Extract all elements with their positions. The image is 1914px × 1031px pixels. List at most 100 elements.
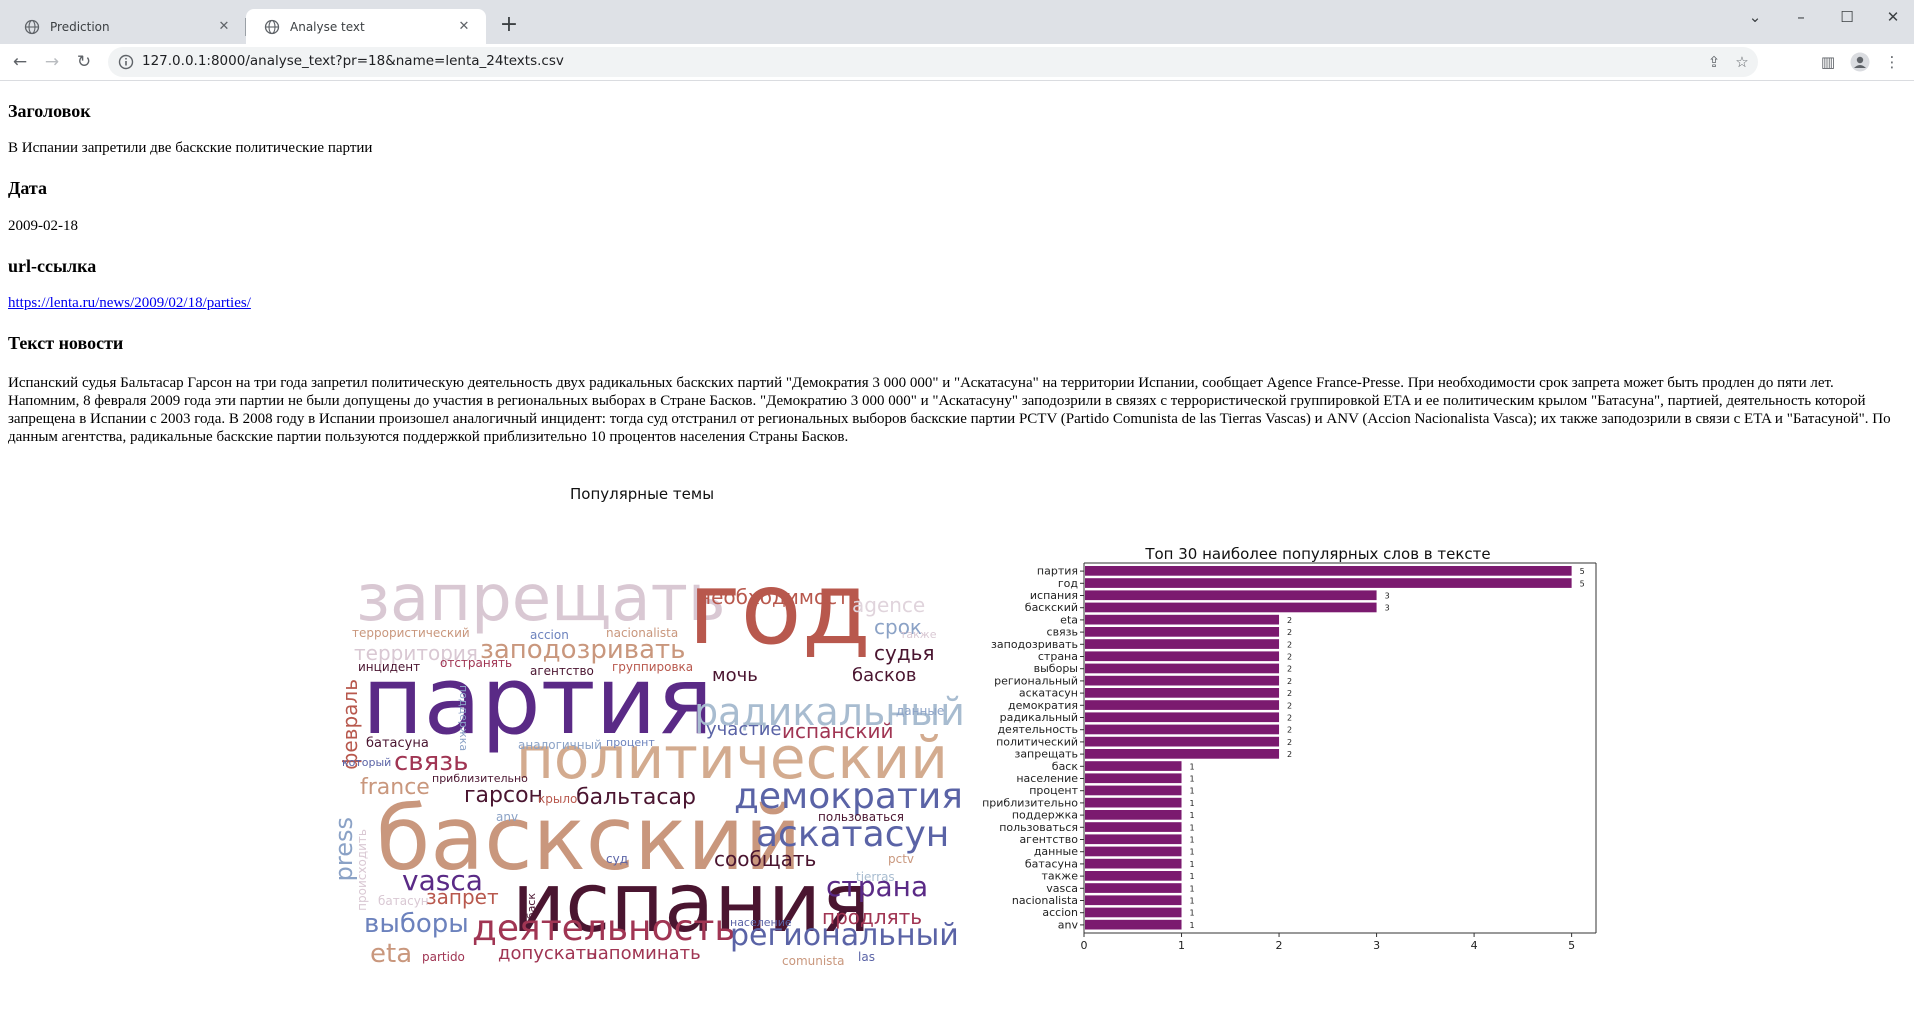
chart-bar bbox=[1085, 749, 1280, 759]
chart-bar bbox=[1085, 834, 1182, 845]
x-tick-label: 3 bbox=[1373, 939, 1380, 952]
chart-value-label: 1 bbox=[1190, 872, 1195, 881]
wordcloud-word: anv bbox=[496, 810, 519, 824]
tab-title: Prediction bbox=[50, 19, 110, 34]
x-tick-label: 0 bbox=[1081, 939, 1088, 952]
wordcloud-title: Популярные темы bbox=[570, 485, 715, 503]
chart-bar bbox=[1085, 627, 1280, 637]
wordcloud-word: группировка bbox=[612, 660, 694, 674]
chart-value-label: 5 bbox=[1580, 579, 1585, 588]
wordcloud-word: агентство bbox=[530, 664, 594, 678]
wordcloud-word: басков bbox=[852, 665, 917, 686]
wordcloud-word: запрет bbox=[426, 885, 499, 909]
chart-bar bbox=[1085, 919, 1182, 930]
tab-separator bbox=[245, 18, 246, 36]
chart-value-label: 1 bbox=[1190, 762, 1195, 771]
close-window-button[interactable]: ✕ bbox=[1886, 8, 1900, 26]
bookmark-star-icon[interactable]: ☆ bbox=[1735, 53, 1749, 71]
chart-category-label: связь bbox=[1047, 626, 1078, 639]
close-tab-icon[interactable]: ✕ bbox=[458, 18, 470, 34]
menu-icon[interactable]: ⋮ bbox=[1884, 53, 1900, 71]
wordcloud-word: террористический bbox=[352, 626, 470, 640]
address-bar[interactable]: 127.0.0.1:8000/analyse_text?pr=18&name=l… bbox=[108, 47, 1758, 77]
chart-category-label: заподозривать bbox=[991, 638, 1078, 651]
profile-avatar-icon[interactable] bbox=[1848, 50, 1872, 74]
chart-category-label: население bbox=[1016, 772, 1078, 785]
tab-search-icon[interactable]: ⌄ bbox=[1748, 8, 1762, 26]
share-icon[interactable]: ⇪ bbox=[1707, 53, 1721, 71]
wordcloud-word: приблизительно bbox=[432, 772, 528, 785]
new-tab-button[interactable]: + bbox=[499, 12, 519, 37]
chart-value-label: 1 bbox=[1190, 811, 1195, 820]
x-tick-label: 2 bbox=[1276, 939, 1283, 952]
chart-value-label: 1 bbox=[1190, 921, 1195, 930]
close-tab-icon[interactable]: ✕ bbox=[218, 18, 230, 34]
globe-icon bbox=[264, 19, 280, 34]
chart-category-label: данные bbox=[1034, 845, 1078, 858]
wordcloud-word: региональный bbox=[730, 918, 959, 953]
chart-category-label: accion bbox=[1042, 906, 1078, 919]
forward-button[interactable]: → bbox=[44, 52, 60, 72]
chart-category-label: аскатасун bbox=[1019, 687, 1078, 700]
chart-bar bbox=[1085, 773, 1182, 784]
chart-bar bbox=[1085, 895, 1182, 906]
chart-bar bbox=[1085, 846, 1182, 857]
chart-bar bbox=[1085, 785, 1182, 796]
article-link[interactable]: https://lenta.ru/news/2009/02/18/parties… bbox=[8, 295, 251, 311]
tab-prediction[interactable]: Prediction ✕ bbox=[6, 9, 246, 44]
chart-value-label: 1 bbox=[1190, 836, 1195, 845]
date-heading: Дата bbox=[8, 178, 47, 198]
wordcloud-word: бальтасар bbox=[576, 785, 696, 810]
url-text[interactable]: 127.0.0.1:8000/analyse_text?pr=18&name=l… bbox=[142, 53, 564, 69]
chart-bar bbox=[1085, 602, 1377, 613]
reload-button[interactable]: ↻ bbox=[76, 52, 92, 72]
chart-category-label: пользоваться bbox=[999, 821, 1078, 834]
wordcloud-word: происходить bbox=[355, 829, 369, 911]
wordcloud-word: процент bbox=[606, 736, 655, 749]
chart-category-label: процент bbox=[1029, 784, 1078, 797]
chart-category-label: региональный bbox=[994, 674, 1078, 687]
chart-category-label: страна bbox=[1038, 650, 1078, 663]
text-heading: Текст новости bbox=[8, 333, 124, 353]
chart-value-label: 1 bbox=[1190, 848, 1195, 857]
tab-analyse-text[interactable]: Analyse text ✕ bbox=[246, 9, 486, 44]
wordcloud-word: мочь bbox=[712, 665, 758, 686]
maximize-button[interactable]: ☐ bbox=[1840, 8, 1854, 26]
chart-bar bbox=[1085, 614, 1280, 625]
back-button[interactable]: ← bbox=[12, 52, 28, 72]
wordcloud-word: nacionalista bbox=[606, 626, 679, 640]
chart-category-label: баск bbox=[1052, 760, 1079, 773]
chart-bar bbox=[1085, 736, 1280, 747]
chart-category-label: батасуна bbox=[1025, 857, 1078, 870]
date-text: 2009-02-18 bbox=[8, 218, 78, 234]
chart-bar bbox=[1085, 639, 1280, 649]
info-icon[interactable] bbox=[118, 54, 134, 70]
chart-value-label: 2 bbox=[1287, 750, 1292, 759]
page-content: Заголовок В Испании запретили две баскск… bbox=[0, 81, 1914, 1004]
wordcloud-word: данные bbox=[896, 704, 945, 718]
wordcloud-word: accion bbox=[530, 628, 569, 642]
chart-value-label: 1 bbox=[1190, 860, 1195, 869]
chart-value-label: 2 bbox=[1287, 653, 1292, 662]
wordcloud-word: деятельность bbox=[472, 908, 736, 949]
chart-bar bbox=[1085, 797, 1182, 808]
chart-bar bbox=[1085, 688, 1280, 698]
chart-category-label: vasca bbox=[1046, 882, 1078, 895]
wordcloud-word: напоминать bbox=[586, 943, 701, 964]
chart-bar bbox=[1085, 822, 1182, 832]
wordcloud-word: eta bbox=[370, 939, 413, 969]
chart-value-label: 2 bbox=[1287, 701, 1292, 710]
chart-value-label: 2 bbox=[1287, 640, 1292, 649]
wordcloud-word: судья bbox=[874, 641, 935, 665]
wordcloud-word: страна bbox=[826, 870, 929, 903]
chart-bar bbox=[1085, 858, 1182, 869]
tab-strip: Prediction ✕ Analyse text ✕ + ⌄ – ☐ ✕ bbox=[0, 0, 1914, 44]
chart-category-label: агентство bbox=[1019, 833, 1078, 846]
wordcloud-word: испанский bbox=[782, 719, 894, 743]
chart-value-label: 1 bbox=[1190, 884, 1195, 893]
side-panel-icon[interactable]: ▥ bbox=[1820, 53, 1836, 71]
chart-bar bbox=[1085, 566, 1572, 576]
chart-category-label: приблизительно bbox=[982, 796, 1078, 809]
wordcloud-word: аналогичный bbox=[518, 738, 602, 752]
minimize-button[interactable]: – bbox=[1797, 8, 1805, 26]
